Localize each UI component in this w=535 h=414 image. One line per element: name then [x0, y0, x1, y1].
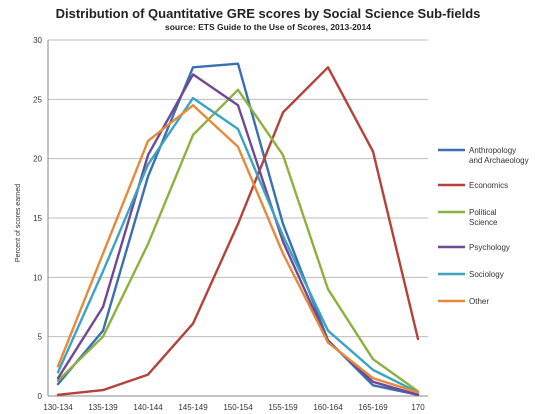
legend-label: Psychology [469, 243, 510, 252]
y-tick-label: 10 [33, 273, 42, 282]
legend-label: Sociology [469, 270, 504, 279]
y-tick-label: 15 [33, 214, 42, 223]
legend-label: Anthropology and Archaeology [469, 146, 529, 165]
x-tick-label: 165-169 [358, 403, 388, 412]
series-line-3 [56, 73, 420, 396]
y-axis-label: Percent of scores earned [15, 184, 22, 262]
y-tick-label: 25 [33, 95, 42, 104]
x-tick-labels: 130-134 135-139 140-144 145-149 150-154 155-1… [43, 403, 425, 412]
legend-label: Economics [469, 181, 508, 190]
y-tick-labels: 0 5 10 15 20 25 30 [33, 36, 42, 401]
x-tick-label: 155-159 [268, 403, 298, 412]
series-line-0 [56, 62, 420, 396]
series-line-4 [56, 96, 420, 394]
chart-subtitle: source: ETS Guide to the Use of Scores, … [165, 22, 371, 32]
x-tick-label: 135-139 [88, 403, 118, 412]
x-tick-label: 160-164 [313, 403, 343, 412]
chart-title: Distribution of Quantitative GRE scores … [56, 6, 481, 21]
legend-label: Political Science [469, 208, 498, 227]
series-lines [56, 62, 420, 396]
series-line-1 [56, 66, 420, 396]
x-tick-label: 145-149 [178, 403, 208, 412]
y-tick-label: 20 [33, 155, 42, 164]
legend-label: Other [469, 297, 489, 306]
y-tick-label: 5 [38, 333, 43, 342]
x-tick-label: 170 [411, 403, 425, 412]
series-line-2 [56, 88, 420, 393]
x-tick-label: 150-154 [223, 403, 253, 412]
legend: Anthropology and Archaeology Economics Poli… [438, 146, 529, 306]
y-tick-label: 0 [38, 392, 43, 401]
x-tick-label: 130-134 [43, 403, 73, 412]
x-tick-label: 140-144 [133, 403, 163, 412]
series-line-5 [56, 104, 420, 394]
y-tick-label: 30 [33, 36, 42, 45]
